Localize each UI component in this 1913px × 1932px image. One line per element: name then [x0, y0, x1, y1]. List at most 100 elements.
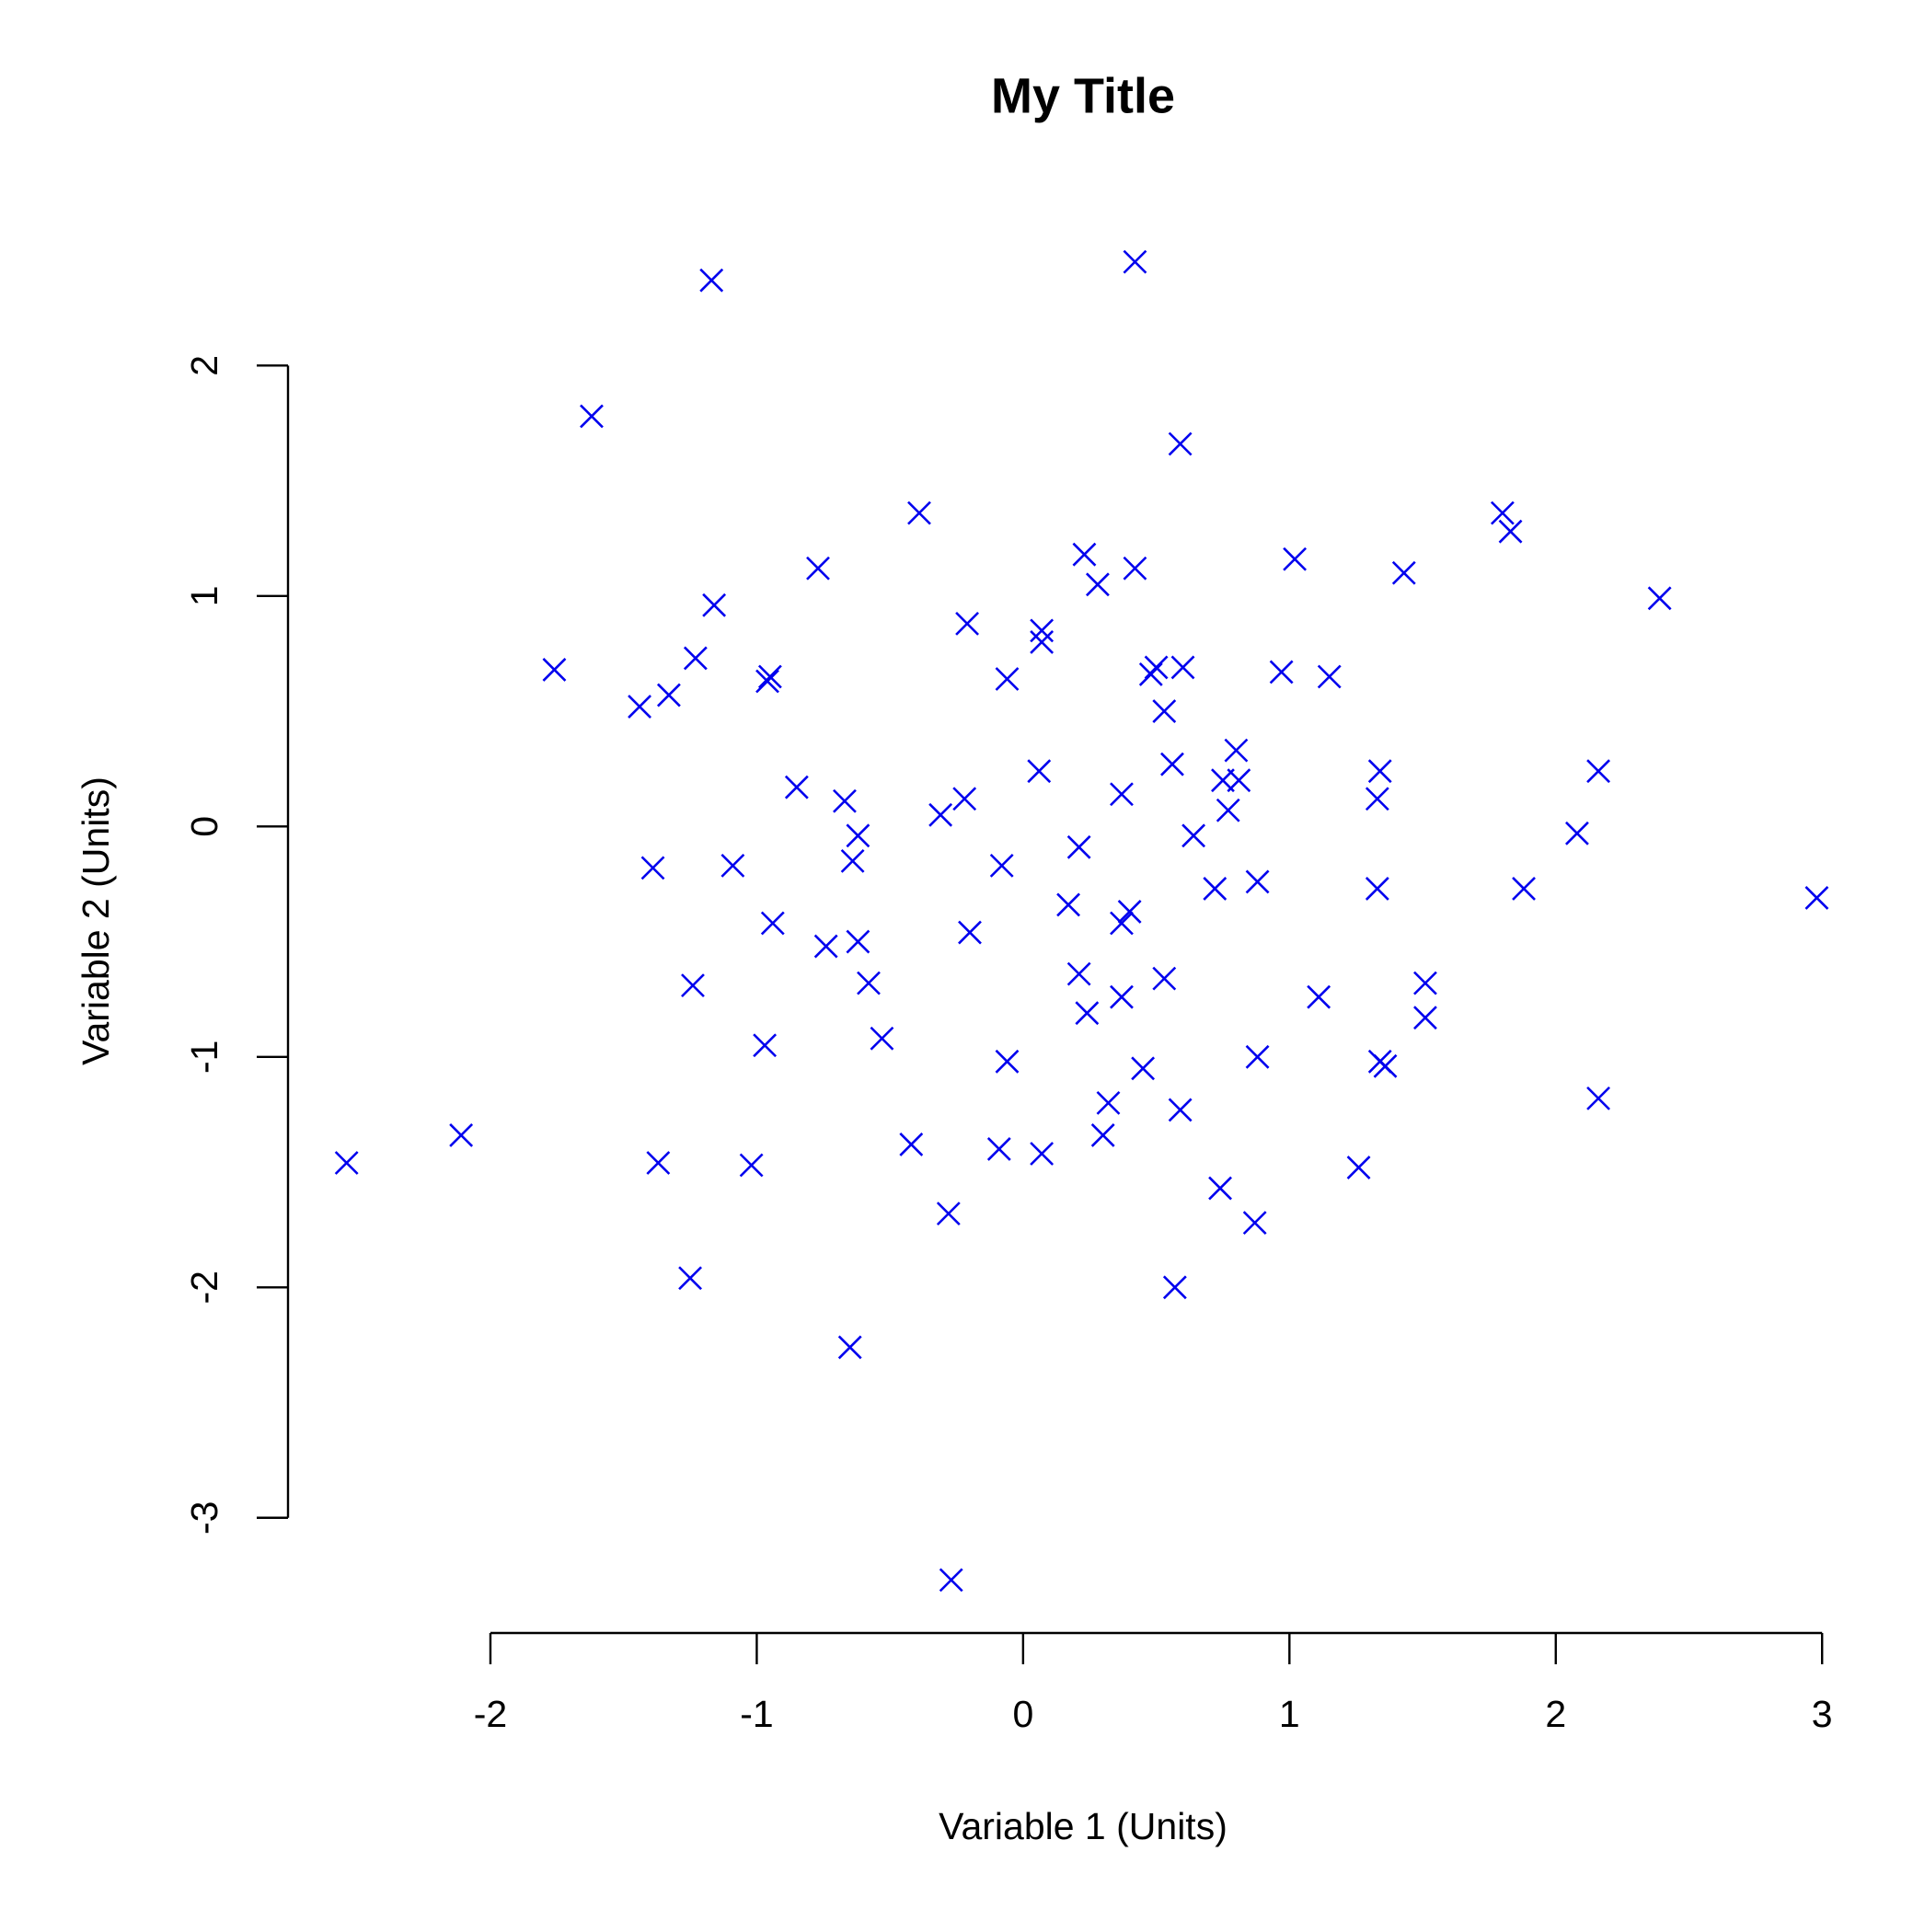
point [936, 1202, 961, 1226]
point [952, 787, 977, 811]
point [1317, 664, 1342, 689]
point [1066, 961, 1091, 986]
point [702, 592, 727, 617]
point [1066, 834, 1091, 859]
point [628, 695, 651, 719]
point [1203, 877, 1227, 901]
point [1242, 1211, 1267, 1236]
point [1030, 618, 1054, 643]
point [840, 848, 865, 873]
point [681, 973, 705, 998]
point [1586, 759, 1610, 784]
point [760, 911, 785, 936]
point [334, 1151, 359, 1175]
point [753, 1033, 778, 1058]
point [1110, 911, 1134, 936]
point [806, 556, 830, 581]
point [1391, 560, 1416, 585]
point [1030, 1142, 1054, 1166]
point [846, 823, 870, 848]
point [1117, 900, 1142, 924]
point [995, 667, 1020, 691]
point [755, 669, 779, 694]
y-tick-label: -1 [183, 1041, 225, 1074]
point [1168, 431, 1193, 456]
point [1181, 823, 1206, 848]
x-axis-label: Variable 1 (Units) [939, 1805, 1227, 1847]
point [1647, 586, 1672, 611]
point [1307, 984, 1331, 1009]
point [1565, 821, 1589, 845]
point [1586, 1086, 1610, 1110]
point [1365, 787, 1389, 811]
point [1075, 1001, 1100, 1026]
point [1090, 1123, 1115, 1147]
point [646, 1151, 671, 1175]
x-tick-label: 0 [1012, 1693, 1033, 1735]
point [699, 268, 724, 293]
point [833, 788, 857, 813]
point [837, 1335, 862, 1360]
point [1512, 877, 1536, 901]
point [1027, 759, 1052, 784]
point [784, 775, 809, 799]
point [1224, 738, 1249, 763]
point [995, 1049, 1020, 1074]
point [1245, 869, 1270, 894]
point [757, 664, 782, 689]
point [1162, 1275, 1187, 1300]
x-tick-label: -2 [474, 1693, 507, 1735]
point [683, 646, 708, 671]
point [1346, 1156, 1371, 1179]
point [1110, 984, 1134, 1009]
point [1367, 759, 1392, 784]
y-tick-label: 2 [183, 355, 225, 376]
point [449, 1123, 474, 1147]
y-tick-label: -2 [183, 1271, 225, 1304]
chart-title: My Title [991, 68, 1175, 123]
point [955, 611, 980, 636]
point [1413, 971, 1437, 995]
y-axis-label: Variable 2 (Units) [75, 776, 117, 1065]
point [1030, 629, 1054, 654]
point [1152, 966, 1177, 991]
point [958, 920, 982, 945]
point [1170, 655, 1195, 680]
point [542, 658, 567, 682]
point [1152, 699, 1177, 723]
point [1131, 1056, 1156, 1081]
point [1208, 1176, 1232, 1201]
point [1490, 500, 1515, 525]
x-tick-label: 3 [1812, 1693, 1833, 1735]
point [907, 500, 931, 525]
point [720, 853, 745, 878]
point [1086, 572, 1110, 597]
x-tick-label: 1 [1279, 1693, 1300, 1735]
point [640, 856, 665, 880]
point [928, 802, 953, 827]
point [1216, 798, 1240, 822]
point [1160, 752, 1184, 776]
y-tick-label: -3 [183, 1501, 225, 1535]
point [939, 1568, 963, 1593]
point [813, 934, 838, 959]
point [1245, 1044, 1270, 1069]
point [899, 1133, 924, 1156]
point [1096, 1090, 1121, 1115]
x-tick-label: 2 [1545, 1693, 1566, 1735]
point [678, 1266, 702, 1291]
point [1072, 542, 1097, 567]
point [846, 929, 870, 954]
point [656, 683, 681, 707]
point [1283, 546, 1308, 571]
point [1498, 519, 1523, 544]
point [580, 404, 604, 429]
y-tick-label: 1 [183, 585, 225, 606]
point [1373, 1053, 1398, 1078]
y-tick-label: 0 [183, 816, 225, 837]
point [739, 1153, 764, 1178]
point [1269, 660, 1294, 684]
point [1804, 886, 1829, 910]
point [1110, 782, 1134, 807]
